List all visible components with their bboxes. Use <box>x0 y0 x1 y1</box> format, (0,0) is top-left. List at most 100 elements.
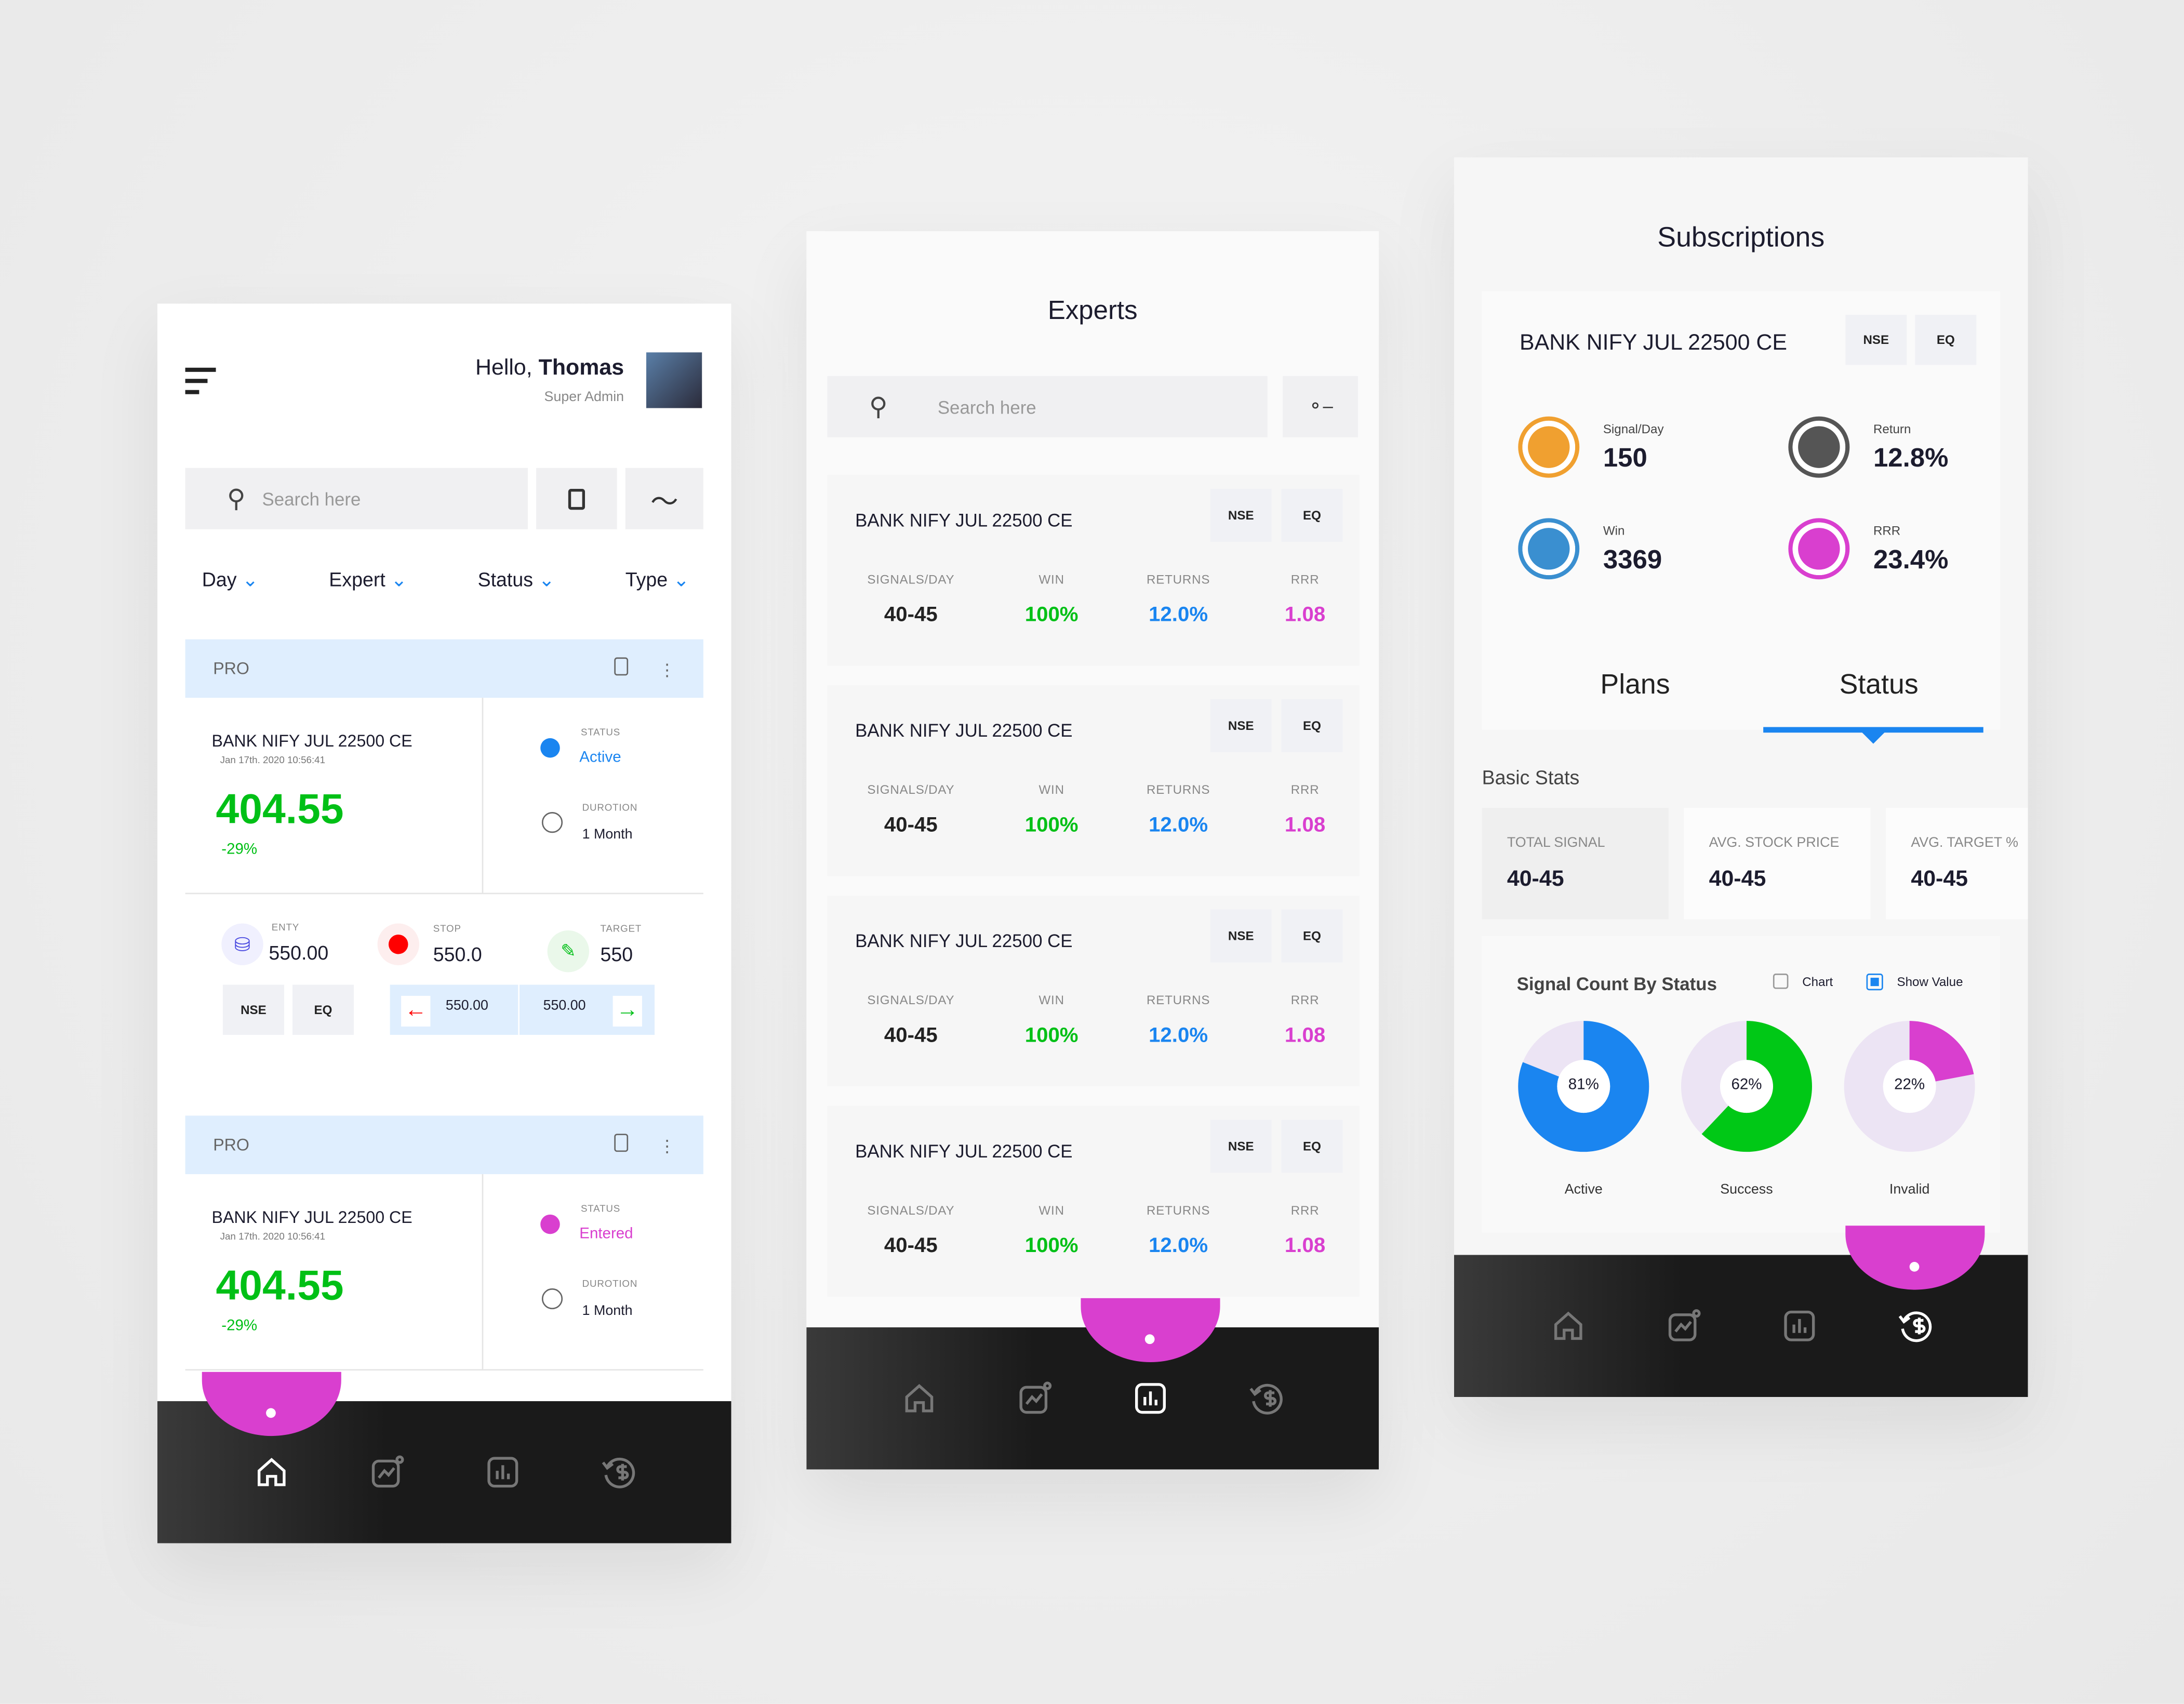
database-icon: ⛁ <box>221 923 263 965</box>
stat-win: WIN 100% <box>996 1203 1107 1258</box>
donut-name-label: Success <box>1720 1182 1773 1198</box>
donut-success: 62% Success <box>1680 1019 1813 1214</box>
expert-card[interactable]: BANK NIFY JUL 22500 CE NSE EQ SIGNALS/DAY… <box>827 685 1361 876</box>
more-icon[interactable]: ⋮ <box>659 660 676 680</box>
filter-expert[interactable]: Expert ⌄ <box>329 568 407 592</box>
duration-value: 1 Month <box>582 827 633 843</box>
stat-value: 40-45 <box>884 813 938 837</box>
stat-value: 40-45 <box>1911 868 1968 891</box>
greeting-text: Hello, <box>475 356 532 380</box>
greeting: Hello, Thomas Super Admin <box>475 356 624 405</box>
nav-home[interactable] <box>1540 1298 1595 1354</box>
search-placeholder: Search here <box>937 396 1036 417</box>
exchange-tag: NSE <box>1210 489 1272 542</box>
experts-screen: Experts ⚲ Search here ⚬‒ BANK NIFY JUL 22… <box>806 231 1379 1470</box>
search-input[interactable]: ⚲ Search here <box>185 468 528 529</box>
chevron-down-icon: ⌄ <box>242 568 259 591</box>
stat-label: RETURNS <box>1146 993 1210 1007</box>
donut-value-label: 62% <box>1731 1076 1762 1094</box>
chart-title: Signal Count By Status <box>1516 974 1717 995</box>
nav-chart-line[interactable] <box>1655 1298 1711 1354</box>
expert-card[interactable]: BANK NIFY JUL 22500 CE NSE EQ SIGNALS/DAY… <box>827 475 1361 666</box>
bottom-nav <box>1454 1226 2028 1397</box>
signal-card[interactable]: PRO ⋮ BANK NIFY JUL 22500 CE Jan 17th. 2… <box>185 1115 703 1394</box>
chart-toggle[interactable]: Chart <box>1773 974 1833 989</box>
nav-chart-line[interactable] <box>1007 1370 1063 1426</box>
metric-win: Win 3369 <box>1518 518 1727 588</box>
signal-card[interactable]: PRO ⋮ BANK NIFY JUL 22500 CE Jan 17th. 2… <box>185 639 703 1099</box>
show-value-toggle[interactable]: Show Value <box>1866 974 1963 991</box>
bookmark-icon[interactable] <box>614 1134 629 1152</box>
metric-value: 150 <box>1603 444 1647 474</box>
segment-tag: EQ <box>1281 1120 1343 1173</box>
stat-rrr: RRR 1.08 <box>1249 783 1361 837</box>
filter-button[interactable]: ⚬‒ <box>1283 376 1358 437</box>
arrow-left-icon[interactable]: ← <box>401 995 431 1027</box>
dollar-refresh-icon <box>601 1457 634 1488</box>
segment-tag: EQ <box>292 984 354 1035</box>
menu-icon[interactable] <box>185 367 216 394</box>
filter-type[interactable]: Type ⌄ <box>625 568 689 592</box>
trend-button[interactable]: 〜 <box>625 468 703 529</box>
clock-icon <box>541 1288 563 1310</box>
tab-status[interactable]: Status <box>1839 670 1919 701</box>
tab-indicator <box>1763 727 1983 733</box>
bookmark-icon[interactable] <box>614 657 629 676</box>
active-indicator <box>1844 1226 1985 1290</box>
nav-bar-chart[interactable] <box>1771 1298 1827 1354</box>
stat-label: AVG. TARGET % <box>1911 835 2018 851</box>
nav-home[interactable] <box>892 1370 948 1426</box>
stat-value: 12.0% <box>1149 813 1208 837</box>
stat-value: 12.0% <box>1149 1023 1208 1048</box>
more-icon[interactable]: ⋮ <box>659 1136 676 1156</box>
duration-label: DUROTION <box>582 1280 638 1290</box>
symbol: BANK NIFY JUL 22500 CE <box>855 720 1073 741</box>
signals-screen: Hello, Thomas Super Admin ⚲ Search here 〜… <box>157 303 731 1543</box>
arrow-right-icon[interactable]: → <box>612 995 642 1027</box>
nav-bar-chart[interactable] <box>1081 1298 1220 1426</box>
status-dot <box>540 738 560 758</box>
status-value: Active <box>579 749 621 766</box>
checkbox-unchecked-icon[interactable] <box>1773 974 1789 989</box>
stat-value: 1.08 <box>1284 813 1326 837</box>
filter-status[interactable]: Status ⌄ <box>478 568 555 592</box>
duration-label: DUROTION <box>582 803 638 814</box>
stat-rrr: RRR 1.08 <box>1249 573 1361 627</box>
tab-plans[interactable]: Plans <box>1600 670 1670 701</box>
status-dot <box>540 1214 560 1234</box>
target-label: TARGET <box>600 925 642 935</box>
donut-chart <box>1681 1021 1812 1152</box>
nav-chart-line[interactable] <box>358 1444 414 1500</box>
segment-tag: EQ <box>1915 314 1977 365</box>
nav-dollar-refresh[interactable] <box>1844 1226 1985 1354</box>
donut-name-label: Invalid <box>1889 1182 1930 1198</box>
search-input[interactable]: ⚲ Search here <box>827 376 1268 437</box>
filter-label: Type <box>625 568 668 591</box>
search-icon: ⚲ <box>869 392 888 420</box>
stat-tile: AVG. STOCK PRICE 40-45 <box>1684 807 1871 920</box>
checkbox-checked-icon[interactable] <box>1866 974 1883 991</box>
stat-label: WIN <box>1038 572 1064 587</box>
range-high: 550.00 <box>543 999 586 1014</box>
expert-card[interactable]: BANK NIFY JUL 22500 CE NSE EQ SIGNALS/DAY… <box>827 895 1360 1087</box>
home-icon <box>257 1458 285 1486</box>
filter-day[interactable]: Day ⌄ <box>202 568 259 592</box>
nav-dollar-refresh[interactable] <box>590 1444 645 1500</box>
bookmark-button[interactable] <box>536 468 617 529</box>
stat-value: 100% <box>1024 603 1078 627</box>
nav-dollar-refresh[interactable] <box>1237 1370 1293 1426</box>
status-label: STATUS <box>580 1205 621 1215</box>
stat-value: 1.08 <box>1284 603 1326 627</box>
status-value: Entered <box>579 1226 633 1243</box>
expert-card[interactable]: BANK NIFY JUL 22500 CE NSE EQ SIGNALS/DAY… <box>827 1106 1360 1297</box>
stat-label: WIN <box>1038 993 1064 1007</box>
nav-home[interactable] <box>201 1372 341 1500</box>
symbol: BANK NIFY JUL 22500 CE <box>855 510 1073 531</box>
donut-value-label: 81% <box>1568 1076 1599 1094</box>
nav-bar-chart[interactable] <box>474 1444 530 1500</box>
stat-returns: RETURNS 12.0% <box>1123 783 1234 837</box>
donut-chart <box>1518 1021 1649 1152</box>
exchange-tag: NSE <box>222 984 284 1035</box>
avatar[interactable] <box>646 352 702 408</box>
